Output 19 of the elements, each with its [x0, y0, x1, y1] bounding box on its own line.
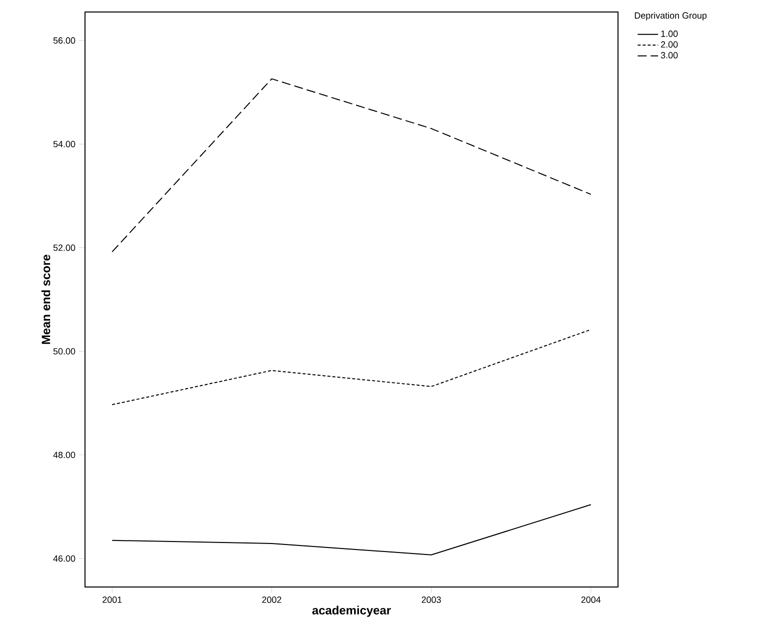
y-tick-label: 48.00 [53, 452, 76, 458]
y-tick-label: 54.00 [53, 140, 76, 148]
y-tick-label: 56.00 [53, 37, 76, 44]
legend-label: 3.00 [660, 52, 678, 58]
legend-label: 2.00 [661, 41, 678, 48]
x-tick-label: 2001 [102, 596, 122, 603]
x-tick-label: 2002 [262, 596, 282, 603]
y-tick-label: 52.00 [53, 244, 76, 251]
y-tick-label: 46.00 [53, 555, 76, 562]
legend-title: Deprivation Group [634, 12, 707, 20]
x-tick-label: 2003 [422, 596, 441, 603]
line-series [112, 504, 592, 556]
x-axis-title: academicyear [312, 606, 391, 617]
legend-label: 1.00 [661, 30, 678, 37]
line-series [112, 78, 592, 252]
x-tick-label: 2004 [581, 596, 601, 603]
y-axis-title: Mean end score [41, 254, 50, 344]
y-tick-label: 50.00 [53, 348, 76, 354]
line-series [112, 329, 592, 406]
